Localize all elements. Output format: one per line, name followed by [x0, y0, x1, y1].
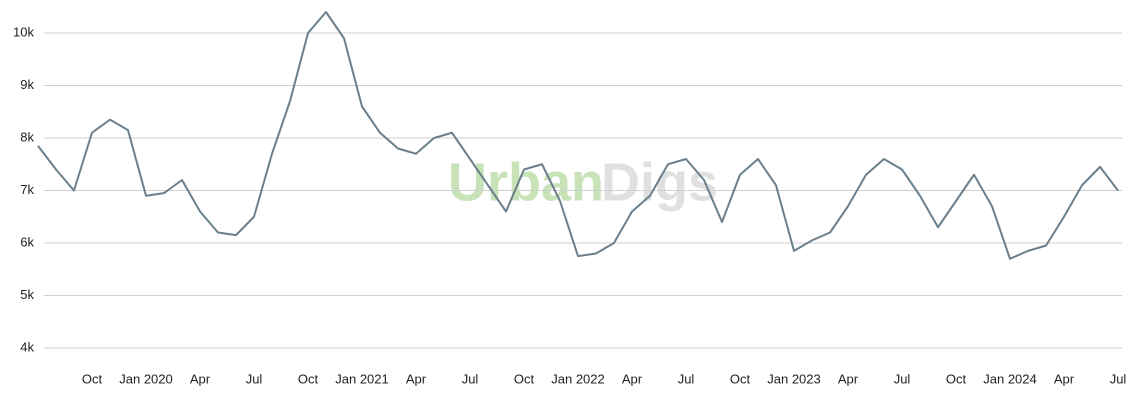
y-tick-label: 9k — [20, 77, 34, 92]
x-tick-label: Jan 2022 — [551, 371, 605, 386]
y-tick-label: 7k — [20, 182, 34, 197]
x-tick-label: Apr — [622, 371, 643, 386]
x-tick-label: Oct — [730, 371, 751, 386]
x-tick-label: Jul — [462, 371, 479, 386]
x-tick-label: Oct — [514, 371, 535, 386]
x-tick-label: Jan 2020 — [119, 371, 173, 386]
x-tick-label: Oct — [298, 371, 319, 386]
watermark-urban: Urban — [448, 152, 604, 212]
x-tick-label: Jul — [1110, 371, 1127, 386]
x-tick-label: Apr — [838, 371, 859, 386]
x-tick-label: Jul — [894, 371, 911, 386]
y-tick-label: 4k — [20, 339, 34, 354]
x-tick-label: Apr — [1054, 371, 1075, 386]
x-tick-label: Oct — [946, 371, 967, 386]
y-tick-label: 5k — [20, 287, 34, 302]
y-tick-label: 10k — [13, 24, 34, 39]
x-tick-label: Jan 2023 — [767, 371, 821, 386]
x-tick-label: Jan 2024 — [983, 371, 1037, 386]
x-tick-label: Jul — [678, 371, 695, 386]
x-tick-label: Apr — [406, 371, 427, 386]
series-line — [37, 11, 1119, 260]
y-tick-label: 8k — [20, 129, 34, 144]
watermark-digs: Digs — [601, 152, 718, 212]
x-tick-label: Jan 2021 — [335, 371, 389, 386]
x-tick-label: Oct — [82, 371, 103, 386]
y-tick-label: 6k — [20, 234, 34, 249]
x-tick-label: Jul — [246, 371, 263, 386]
x-tick-label: Apr — [190, 371, 211, 386]
